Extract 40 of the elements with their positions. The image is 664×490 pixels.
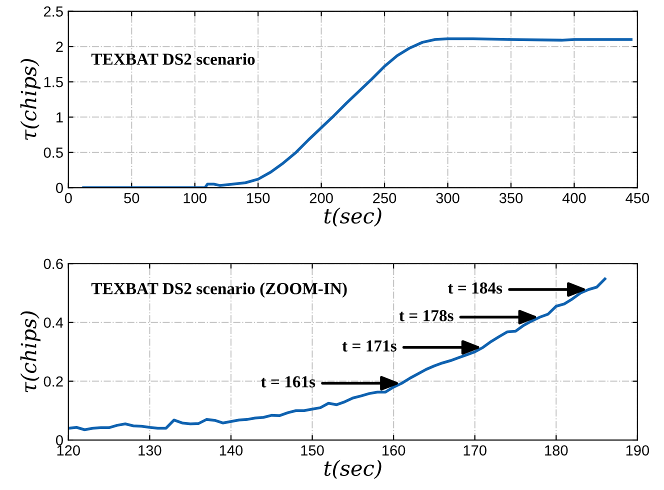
x-tick-label: 250	[373, 192, 396, 204]
y-tick-label: 1	[56, 112, 63, 122]
y-tick-label: 0	[56, 435, 63, 446]
y-tick-label: 0.2	[44, 376, 63, 387]
annotation: t = 184s	[448, 282, 502, 294]
y-tick-label: 2.5	[44, 6, 63, 17]
x-tick-label: 300	[436, 192, 460, 204]
x-tick-label: 180	[545, 445, 568, 456]
y-tick-label: 0.5	[44, 147, 63, 158]
annotation: TEXBAT DS2 scenario	[91, 53, 255, 65]
y-tick-label: 0.6	[44, 258, 63, 270]
x-tick-label: 400	[562, 192, 586, 204]
y-tick-label: 0.4	[44, 318, 64, 328]
x-tick-label: 50	[124, 192, 140, 204]
annotation: t = 171s	[342, 340, 396, 352]
x-tick-label: 200	[310, 192, 333, 204]
line-series	[68, 278, 606, 432]
x-tick-label: 150	[247, 192, 270, 204]
x-axis-title: t(sec)	[324, 460, 382, 479]
x-tick-label: 170	[464, 445, 486, 456]
line-series	[82, 37, 633, 188]
x-tick-label: 130	[138, 445, 162, 456]
y-tick-label: 1.5	[44, 77, 63, 88]
y-axis-title: τ(chips)	[20, 59, 40, 140]
y-tick-label: 0	[56, 182, 63, 194]
x-tick-label: 140	[220, 445, 243, 456]
x-tick-label: 100	[184, 192, 206, 204]
annotation: t = 161s	[260, 376, 316, 388]
x-tick-label: 190	[626, 445, 650, 456]
x-tick-label: 350	[499, 192, 523, 204]
x-tick-label: 0	[64, 192, 72, 204]
x-tick-label: 150	[301, 445, 324, 456]
annotation: TEXBAT DS2 scenario (ZOOM-IN)	[91, 282, 347, 298]
x-tick-label: 450	[626, 192, 650, 204]
annotation: t = 178s	[399, 310, 454, 322]
x-tick-label: 120	[57, 445, 80, 456]
x-tick-label: 160	[382, 445, 406, 456]
y-tick-label: 2	[56, 42, 63, 52]
x-axis-title: t(sec)	[324, 208, 382, 227]
y-axis-title: τ(chips)	[20, 311, 40, 392]
